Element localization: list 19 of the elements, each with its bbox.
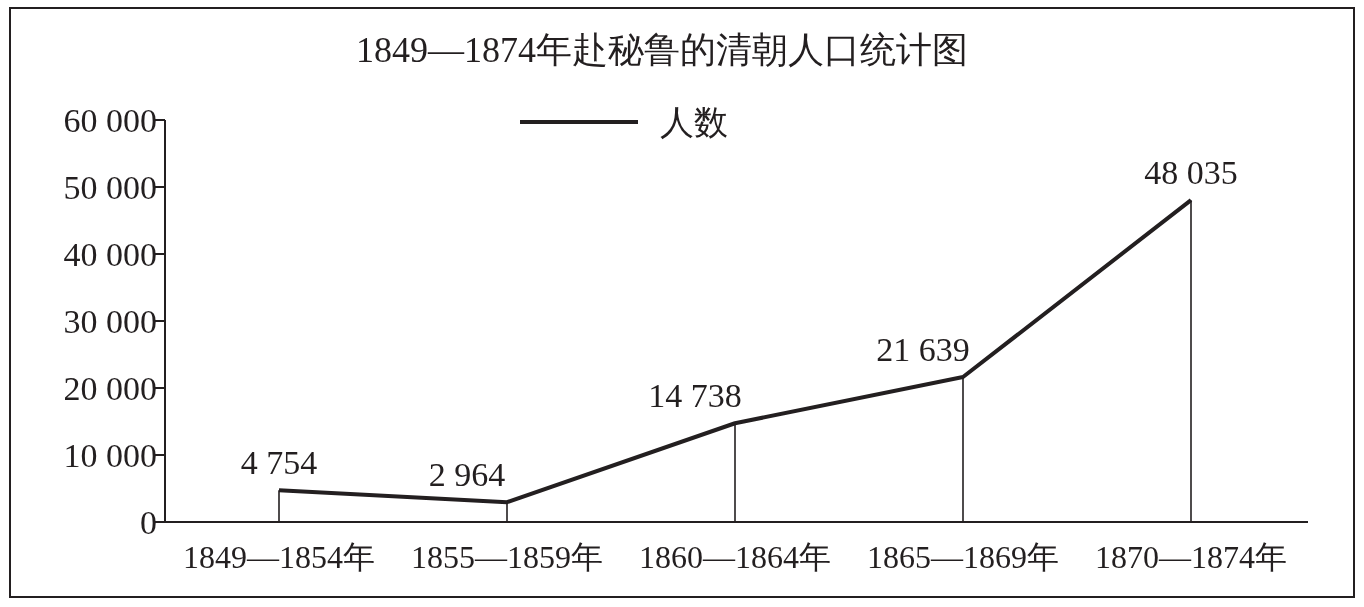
data-label: 2 964 [428,456,506,494]
y-tick-label: 40 000 [63,235,157,273]
data-label: 48 035 [1144,154,1238,192]
data-label: 14 738 [648,377,742,415]
x-tick-label: 1855—1859年 [411,539,603,575]
y-tick-label: 60 000 [63,101,157,139]
x-tick-label: 1849—1854年 [183,539,375,575]
legend-label: 人数 [660,103,728,141]
x-tick-label: 1860—1864年 [639,539,831,575]
data-label: 4 754 [240,444,318,482]
data-label: 21 639 [876,331,970,369]
y-tick-label: 10 000 [63,436,157,474]
y-tick-label: 0 [140,503,157,541]
x-tick-label: 1870—1874年 [1095,539,1287,575]
y-tick-label: 50 000 [63,168,157,206]
y-tick-label: 20 000 [63,369,157,407]
x-tick-label: 1865—1869年 [867,539,1059,575]
y-tick-label: 30 000 [63,302,157,340]
chart-title: 1849—1874年赴秘鲁的清朝人口统计图 [356,30,968,70]
